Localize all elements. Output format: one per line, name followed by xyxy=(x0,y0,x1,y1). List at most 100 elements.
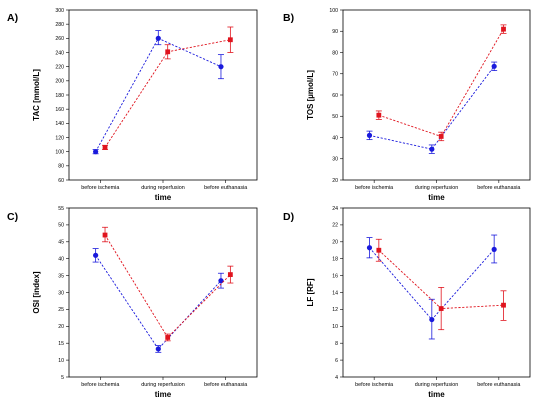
y-tick-label: 24 xyxy=(332,206,338,212)
y-tick-label: 70 xyxy=(332,72,338,78)
data-point xyxy=(93,149,99,155)
x-tick-label: before euthanasia xyxy=(477,185,520,191)
y-axis-title: OSI [index] xyxy=(32,271,41,314)
y-axis-title: LF [RF] xyxy=(306,278,315,306)
y-tick-label: 60 xyxy=(332,93,338,99)
y-tick-label: 180 xyxy=(55,93,64,99)
chart-panel-3: C) 5 10 15 20 25 30 35 40 45 50 55 before ischemia du… xyxy=(7,206,258,399)
y-tick-label: 35 xyxy=(58,273,64,279)
y-tick-label: 20 xyxy=(58,324,64,330)
data-point xyxy=(366,132,373,138)
series-line xyxy=(369,66,495,150)
panel-label: A) xyxy=(7,12,18,24)
plot-frame xyxy=(342,9,531,181)
y-tick-label: 220 xyxy=(55,64,64,70)
data-point xyxy=(429,316,435,323)
x-tick-label: before ischemia xyxy=(355,185,393,191)
y-tick-label: 300 xyxy=(55,8,64,14)
data-point xyxy=(102,145,108,150)
chart-panel-2: B) 20 30 40 50 60 70 80 90 100 before ischemia duri… xyxy=(283,8,531,202)
data-point xyxy=(438,306,444,311)
y-tick-label: 80 xyxy=(332,50,338,56)
y-tick-label: 280 xyxy=(55,22,64,28)
x-tick-label: before euthanasia xyxy=(204,382,247,388)
y-tick-label: 100 xyxy=(329,8,338,14)
x-tick-label: during reperfusion xyxy=(141,185,184,191)
y-tick-label: 120 xyxy=(55,135,64,141)
data-point xyxy=(501,302,506,308)
y-tick-label: 50 xyxy=(332,114,338,120)
x-tick-label: during reperfusion xyxy=(141,382,184,388)
data-point xyxy=(218,278,224,284)
data-point xyxy=(376,112,382,118)
chart-panel-1: A) 60 80 100 120 140 160 180 200 220 240 260 280 300 b… xyxy=(7,8,258,202)
data-point xyxy=(501,26,506,32)
panel-label: D) xyxy=(283,211,294,223)
x-tick-label: before euthanasia xyxy=(204,185,247,191)
plot-frame xyxy=(68,9,258,181)
y-tick-label: 30 xyxy=(332,157,338,163)
series-line xyxy=(95,255,222,350)
y-tick-label: 240 xyxy=(55,50,64,56)
x-tick-label: during reperfusion xyxy=(415,382,458,388)
data-point xyxy=(366,245,373,251)
y-tick-label: 16 xyxy=(332,273,338,279)
y-tick-label: 25 xyxy=(58,307,64,313)
y-tick-label: 14 xyxy=(332,290,338,296)
y-tick-label: 90 xyxy=(332,29,338,35)
series-2 xyxy=(375,24,507,142)
x-axis-title: time xyxy=(155,193,172,202)
series-1 xyxy=(92,248,224,353)
data-point xyxy=(429,146,435,152)
y-tick-label: 140 xyxy=(55,121,64,127)
y-tick-label: 30 xyxy=(58,290,64,296)
y-tick-label: 100 xyxy=(55,149,64,155)
x-tick-label: before ischemia xyxy=(81,185,119,191)
data-point xyxy=(491,246,497,253)
x-axis-title: time xyxy=(428,193,445,202)
x-tick-label: before euthanasia xyxy=(477,382,520,388)
series-1 xyxy=(366,234,498,340)
y-tick-label: 45 xyxy=(58,240,64,246)
series-2 xyxy=(375,238,507,331)
data-point xyxy=(155,35,161,41)
x-tick-label: before ischemia xyxy=(355,382,393,388)
data-point xyxy=(165,49,171,55)
data-point xyxy=(155,346,161,352)
y-tick-label: 20 xyxy=(332,178,338,184)
series-line xyxy=(95,37,222,152)
data-point xyxy=(93,252,99,258)
panel-label: C) xyxy=(7,211,18,223)
y-tick-label: 40 xyxy=(332,135,338,141)
data-point xyxy=(438,134,444,139)
series-1 xyxy=(366,61,498,154)
series-line xyxy=(378,28,504,137)
y-tick-label: 6 xyxy=(335,358,338,364)
y-tick-label: 4 xyxy=(335,375,338,381)
x-tick-label: before ischemia xyxy=(81,382,119,388)
y-tick-label: 22 xyxy=(332,223,338,229)
x-tick-label: during reperfusion xyxy=(415,185,458,191)
y-axis-title: TAC [mmol/L] xyxy=(32,69,41,121)
series-2 xyxy=(102,226,234,342)
data-point xyxy=(227,37,233,43)
series-line xyxy=(104,234,231,339)
panel-label: B) xyxy=(283,12,294,24)
data-point xyxy=(491,63,497,69)
series-2 xyxy=(102,26,234,150)
y-tick-label: 12 xyxy=(332,307,338,313)
y-tick-label: 160 xyxy=(55,107,64,113)
data-point xyxy=(227,272,233,277)
y-tick-label: 50 xyxy=(58,223,64,229)
y-tick-label: 18 xyxy=(332,257,338,263)
y-tick-label: 15 xyxy=(58,341,64,347)
y-tick-label: 60 xyxy=(58,178,64,184)
y-tick-label: 80 xyxy=(58,164,64,170)
plot-frame xyxy=(342,207,531,378)
series-1 xyxy=(92,30,224,155)
y-tick-label: 200 xyxy=(55,79,64,85)
y-axis-title: TOS [µmol/L] xyxy=(306,70,315,120)
x-axis-title: time xyxy=(155,390,172,399)
data-point xyxy=(165,335,171,340)
